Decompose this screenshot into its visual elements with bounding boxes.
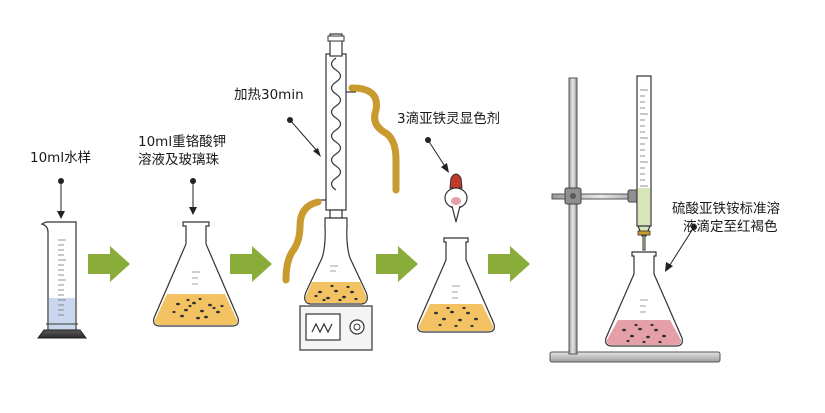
graduated-cylinder (37, 221, 87, 339)
pointer-step5 (665, 224, 697, 272)
titrant-solution (638, 188, 650, 225)
label-step3: 加热30min (234, 87, 304, 103)
dropper (444, 173, 468, 223)
pointer-step1 (57, 178, 65, 219)
label-step2-line1: 10ml重铬酸钾 (138, 134, 227, 150)
label-step1: 10ml水样 (30, 150, 92, 166)
flask-dichromate (153, 221, 239, 327)
stand-rod (568, 77, 578, 355)
flow-arrow-3 (376, 246, 418, 282)
label-step5-line2: 液滴定至红褐色 (683, 219, 778, 235)
reflux-apparatus (282, 33, 400, 351)
label-step4: 3滴亚铁灵显色剂 (397, 111, 501, 127)
label-step5-line1: 硫酸亚铁铵标准溶 (672, 201, 780, 217)
titrated-solution (606, 320, 682, 345)
flow-arrow-2 (230, 246, 272, 282)
flask-indicator (417, 237, 495, 333)
flask-titration (605, 251, 683, 347)
reflux-solution (305, 282, 367, 303)
outlet-hose (348, 84, 400, 194)
label-step2-line2: 溶液及玻璃珠 (138, 152, 219, 168)
indicator-solution (418, 304, 494, 331)
flow-arrow-4 (488, 246, 530, 282)
titration-stand (549, 77, 721, 363)
inlet-hose (282, 198, 322, 284)
stand-base (549, 351, 721, 363)
dichromate-solution (154, 294, 238, 325)
pointer-step4 (425, 137, 449, 173)
burette (636, 75, 652, 251)
pointer-step2 (189, 178, 197, 215)
flow-arrow-1 (88, 246, 130, 282)
pointer-step3 (287, 117, 321, 157)
